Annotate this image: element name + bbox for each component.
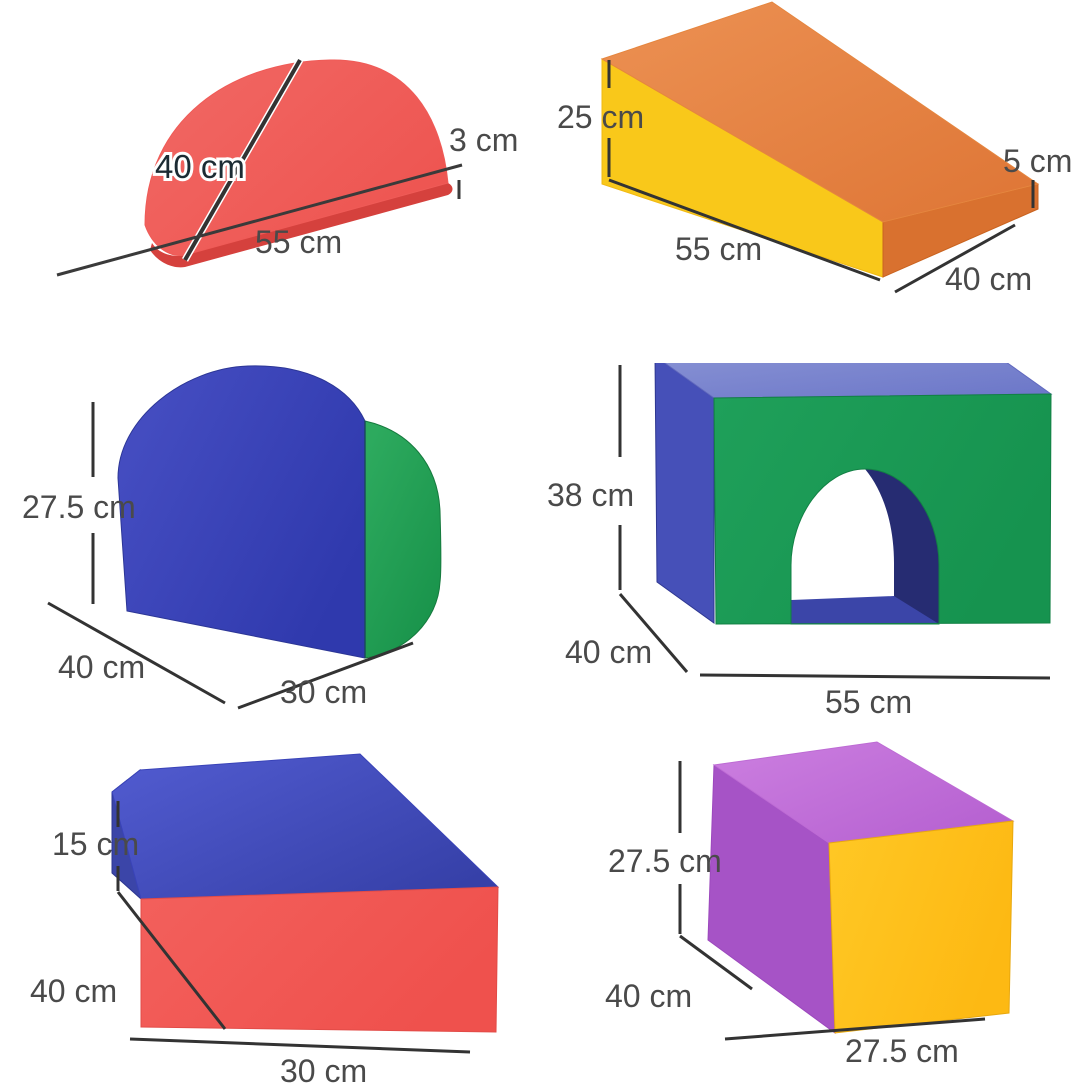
svg-text:30 cm: 30 cm bbox=[280, 1053, 367, 1089]
svg-text:25 cm: 25 cm bbox=[557, 99, 644, 135]
svg-text:3 cm: 3 cm bbox=[449, 122, 518, 158]
svg-text:30 cm: 30 cm bbox=[280, 674, 367, 710]
svg-text:5 cm: 5 cm bbox=[1003, 143, 1072, 179]
svg-text:27.5 cm: 27.5 cm bbox=[845, 1033, 959, 1069]
svg-text:40 cm: 40 cm bbox=[565, 634, 652, 670]
svg-text:40 cm: 40 cm bbox=[605, 978, 692, 1014]
svg-text:55 cm: 55 cm bbox=[825, 684, 912, 720]
svg-text:38 cm: 38 cm bbox=[547, 477, 634, 513]
svg-text:27.5 cm: 27.5 cm bbox=[22, 489, 136, 525]
svg-text:40 cm: 40 cm bbox=[58, 649, 145, 685]
svg-text:55 cm: 55 cm bbox=[255, 224, 342, 260]
svg-text:27.5 cm: 27.5 cm bbox=[608, 843, 722, 879]
svg-text:40 cm: 40 cm bbox=[945, 261, 1032, 297]
svg-text:40 cm: 40 cm bbox=[155, 148, 245, 185]
svg-text:15 cm: 15 cm bbox=[52, 826, 139, 862]
svg-text:40 cm: 40 cm bbox=[30, 973, 117, 1009]
svg-text:55 cm: 55 cm bbox=[675, 231, 762, 267]
